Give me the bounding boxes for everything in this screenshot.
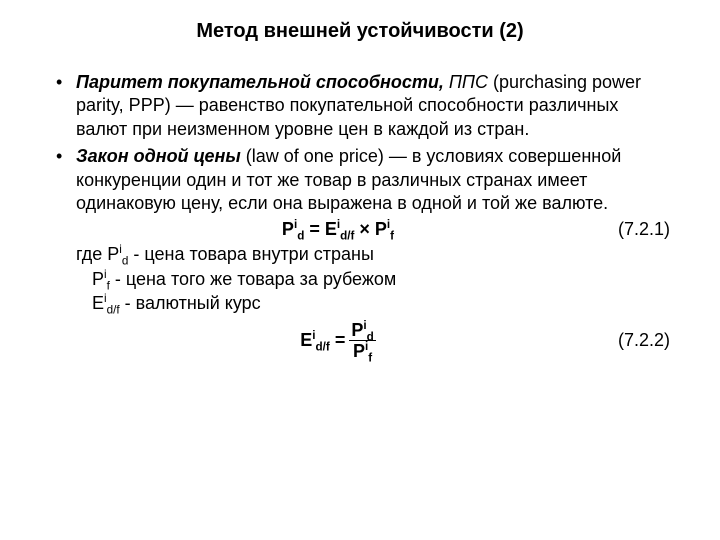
fraction-numerator: Pid xyxy=(349,321,375,341)
list-item: Паритет покупательной способности, ППС (… xyxy=(50,71,670,141)
where-line-1: где Pid - цена товара внутри страны xyxy=(50,242,670,266)
fraction: Pid Pif xyxy=(349,321,375,360)
page-title: Метод внешней устойчивости (2) xyxy=(50,20,670,43)
formula-expression: Pid = Eid/f × Pif xyxy=(76,219,600,240)
var-base: E xyxy=(325,219,337,239)
formula-1: Pid = Eid/f × Pif (7.2.1) xyxy=(50,219,670,240)
term-text: Закон одной цены xyxy=(76,146,241,166)
var-base: P xyxy=(107,244,119,264)
var-base: P xyxy=(353,341,365,361)
bullet-list: Паритет покупательной способности, ППС (… xyxy=(50,71,670,215)
var-base: P xyxy=(375,219,387,239)
var-base: E xyxy=(300,330,312,350)
var-sub: f xyxy=(390,230,394,243)
where-text: - цена того же товара за рубежом xyxy=(110,269,396,289)
var-sub: d/f xyxy=(316,341,330,354)
var-base: P xyxy=(92,269,104,289)
formula-expression: Eid/f = Pid Pif xyxy=(76,321,600,360)
eq-sign: = xyxy=(330,330,346,350)
where-line-3: Eid/f - валютный курс xyxy=(50,291,670,315)
eq-sign: = xyxy=(304,219,325,239)
list-item: Закон одной цены (law of one price) — в … xyxy=(50,145,670,215)
var-base: P xyxy=(351,320,363,340)
where-intro: где xyxy=(76,244,107,264)
formula-2: Eid/f = Pid Pif (7.2.2) xyxy=(50,321,670,360)
where-text: - цена товара внутри страны xyxy=(128,244,373,264)
formula-number: (7.2.1) xyxy=(600,219,670,240)
var-sub: d/f xyxy=(340,230,354,243)
where-line-2: Pif - цена того же товара за рубежом xyxy=(50,267,670,291)
times-sign: × xyxy=(354,219,375,239)
term-text: Паритет покупательной способности, xyxy=(76,72,444,92)
var-sub: f xyxy=(368,352,372,365)
formula-number: (7.2.2) xyxy=(600,330,670,351)
where-text: - валютный курс xyxy=(120,293,261,313)
var-base: P xyxy=(282,219,294,239)
abbr-text: ППС xyxy=(444,72,488,92)
var-base: E xyxy=(92,293,104,313)
fraction-denominator: Pif xyxy=(349,341,375,360)
var-sub: d/f xyxy=(107,304,120,317)
